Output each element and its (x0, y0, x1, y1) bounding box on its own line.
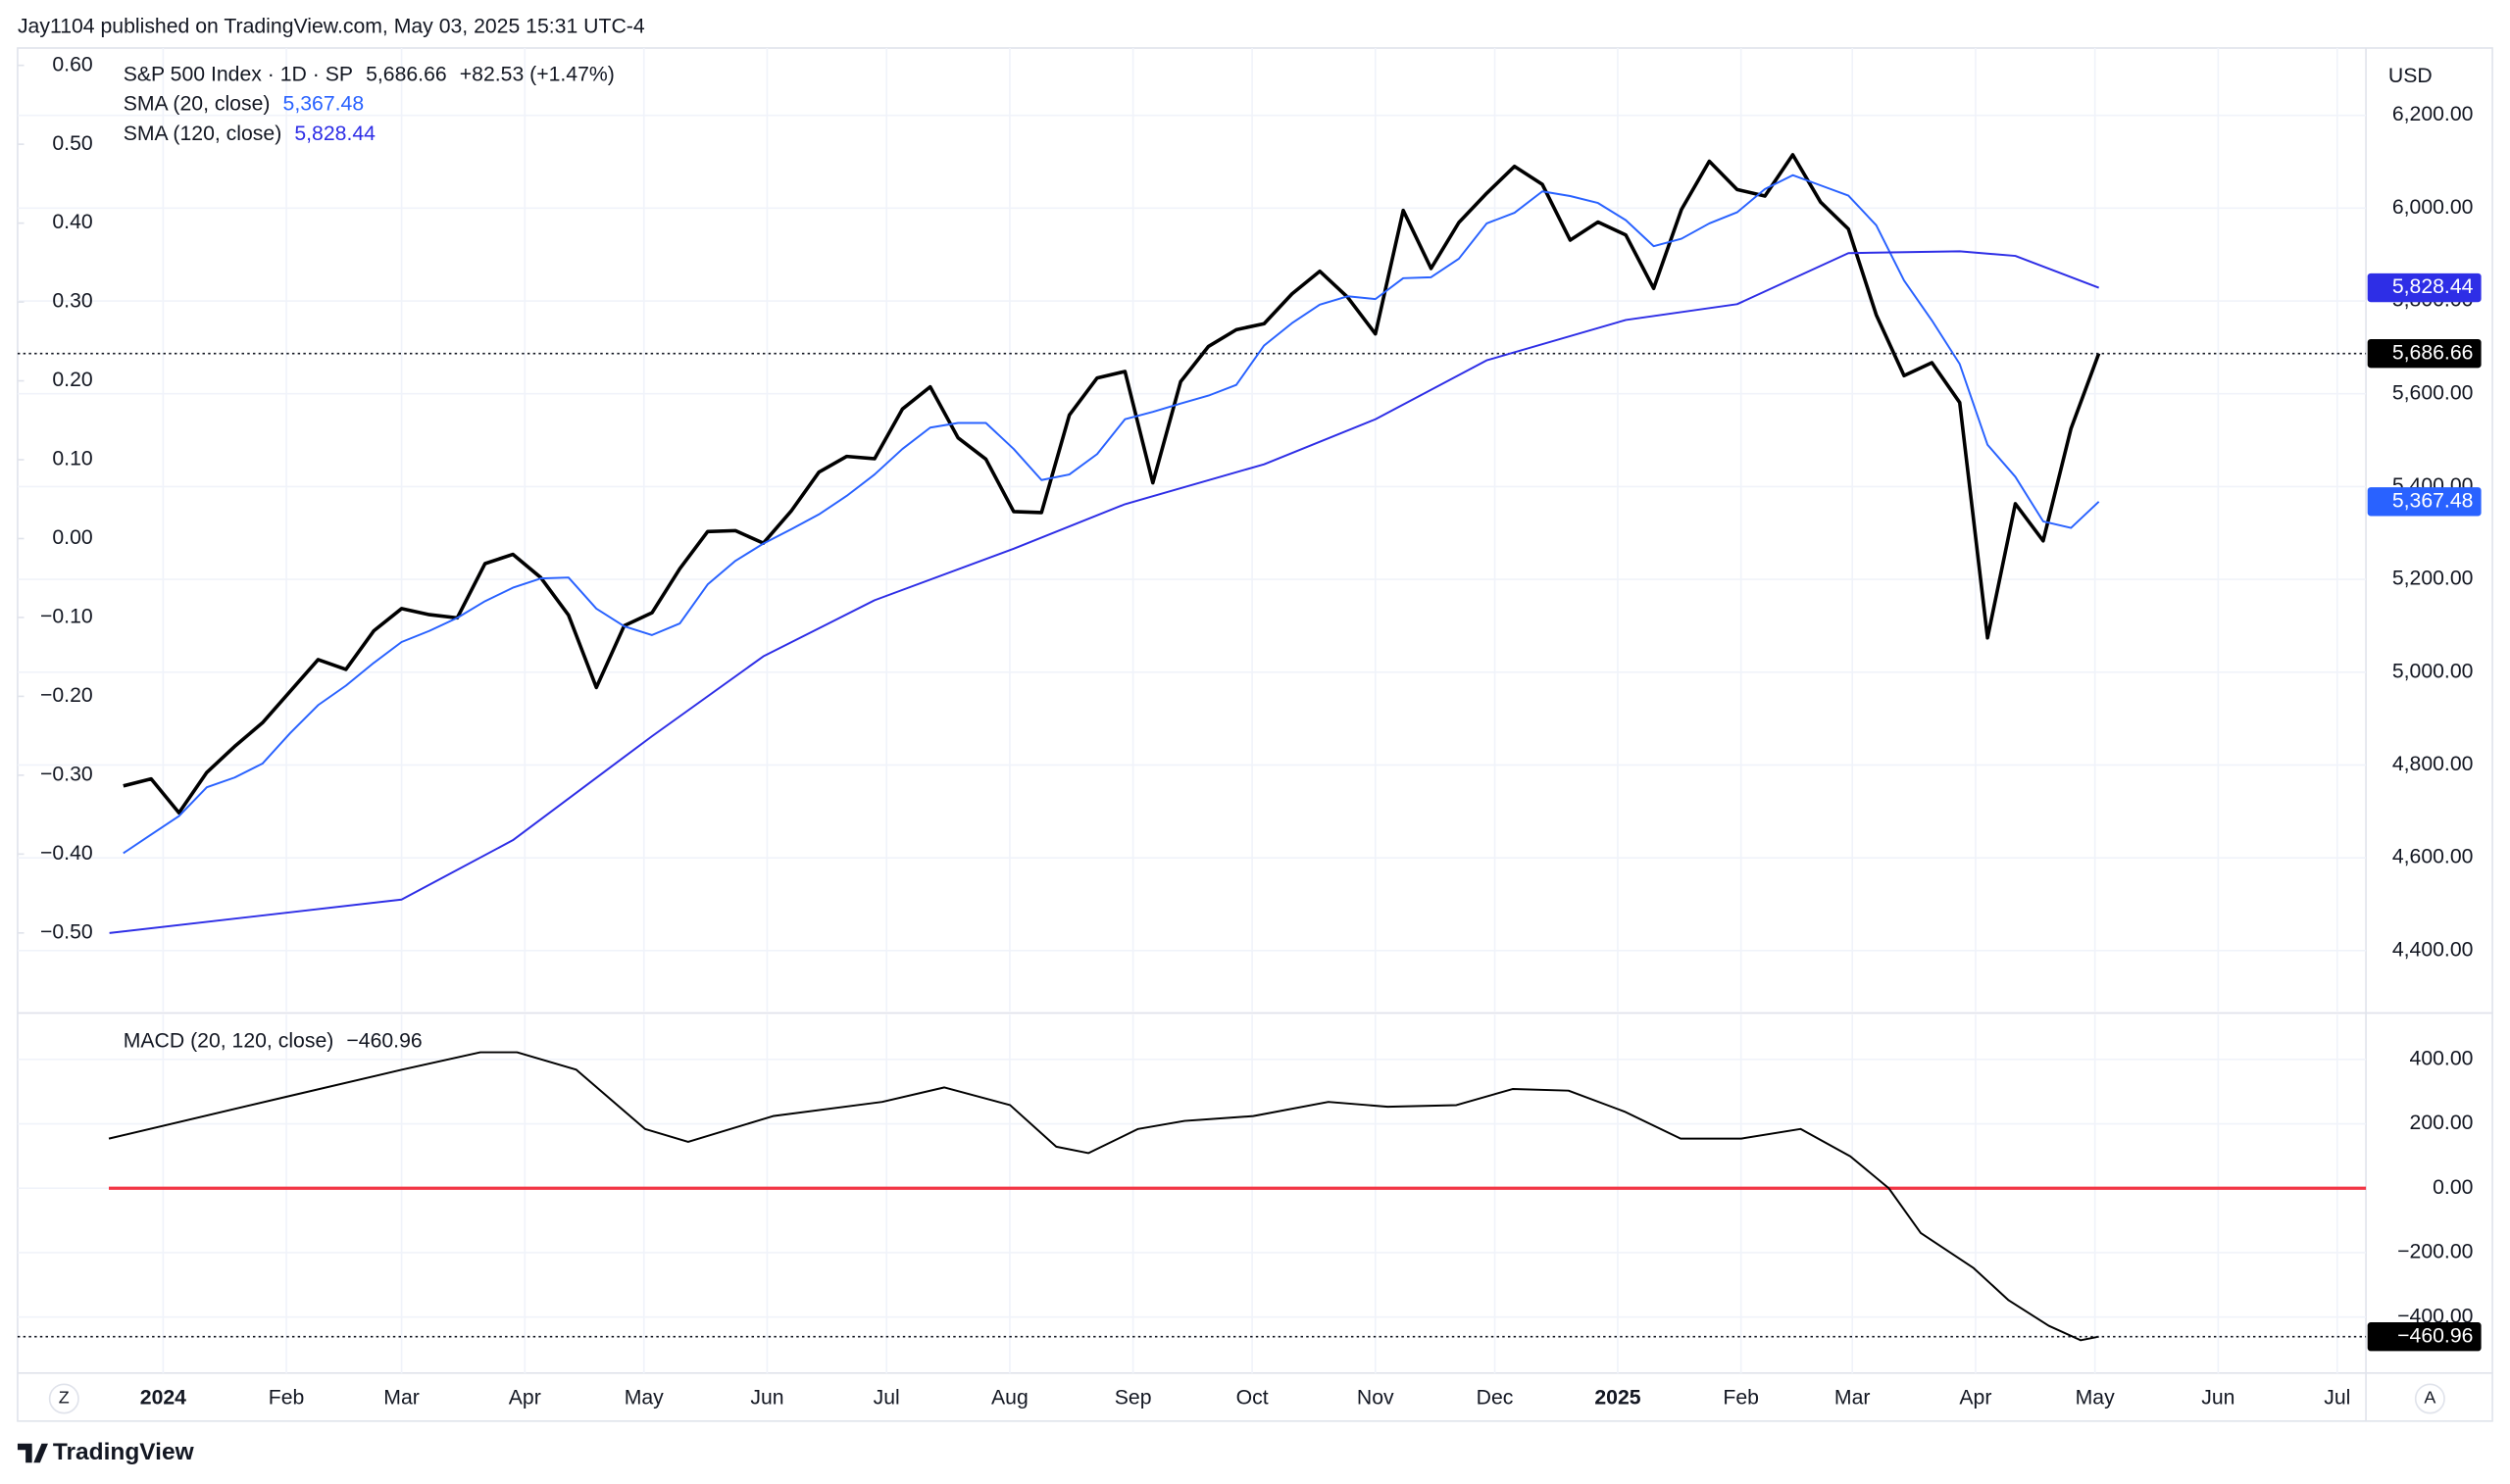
y2-tick-label: 0.10 (52, 448, 92, 470)
auto-button[interactable] (2414, 1383, 2445, 1414)
x-tick-label: Oct (1236, 1387, 1269, 1410)
last-value-label: 5,828.44 (2392, 275, 2474, 298)
brand-logo (17, 1443, 48, 1463)
x-tick-label: 2025 (1594, 1387, 1640, 1410)
labels: 2024 Feb Mar Apr May Jun Jul Aug Sep Oct Nov Dec 202… (40, 53, 2482, 1410)
last-value-label: 5,686.66 (2392, 341, 2474, 364)
x-tick-label: Mar (1834, 1387, 1871, 1410)
x-tick-label: Jun (2201, 1387, 2234, 1410)
x-tick-label: Aug (991, 1387, 1029, 1410)
x-tick-label: Jul (2324, 1387, 2350, 1410)
x-tick-label: May (2076, 1387, 2115, 1410)
y-tick-label: 400.00 (2410, 1047, 2474, 1069)
last-value-badge (2367, 338, 2482, 369)
x-tick-label: Dec (1477, 1387, 1514, 1410)
y-tick-label: 6,200.00 (2392, 103, 2474, 125)
scale-button[interactable] (48, 1383, 79, 1414)
y-tick-label: −200.00 (2397, 1241, 2473, 1263)
y-tick-label: 200.00 (2410, 1112, 2474, 1134)
publish-note: Jay1104 published on TradingView.com, Ma… (18, 15, 645, 37)
x-tick-label: Feb (269, 1387, 305, 1410)
y-tick-label: −400.00 (2397, 1305, 2473, 1327)
legend-name: SMA (20, close) (124, 93, 271, 116)
x-tick-label: Jul (874, 1387, 900, 1410)
y2-tick-label: 0.30 (52, 290, 92, 313)
x-tick-label: Feb (1723, 1387, 1759, 1410)
last-value-label: −460.96 (2397, 1324, 2473, 1347)
auto-button-label[interactable]: A (2424, 1388, 2435, 1408)
x-tick-label: 2024 (140, 1387, 186, 1410)
legend-value: 5,686.66 (366, 63, 447, 85)
frame (17, 47, 2493, 1422)
x-tick-label: Apr (509, 1387, 541, 1410)
plot (17, 153, 2367, 1342)
y2-tick-label: 0.50 (52, 132, 92, 155)
y2-tick-label: 0.40 (52, 211, 92, 233)
y2-tick-label: 0.60 (52, 53, 92, 75)
y-tick-label: 4,600.00 (2392, 846, 2474, 868)
last-value-badge (2367, 1322, 2482, 1352)
legend-value: 5,828.44 (294, 123, 376, 145)
y2-tick-label: −0.30 (40, 763, 93, 785)
legend-name: S&P 500 Index · 1D · SP (124, 63, 353, 85)
y2-tick-label: −0.40 (40, 842, 93, 865)
y-tick-label: 5,200.00 (2392, 568, 2474, 590)
legend-change: +82.53 (+1.47%) (460, 63, 615, 85)
x-tick-label: Mar (383, 1387, 420, 1410)
series-line (109, 250, 2099, 934)
y-tick-label: 5,000.00 (2392, 660, 2474, 682)
x-tick-label: Sep (1115, 1387, 1152, 1410)
x-tick-label: Nov (1357, 1387, 1394, 1410)
x-tick-label: Jun (750, 1387, 783, 1410)
y-tick-label: 6,000.00 (2392, 196, 2474, 219)
series-line (123, 173, 2100, 855)
y-tick-label: 0.00 (2433, 1176, 2473, 1199)
brand-name: TradingView (53, 1439, 195, 1465)
legend-value: 5,367.48 (283, 93, 365, 116)
legend-value: −460.96 (346, 1029, 422, 1052)
y2-tick-label: −0.20 (40, 684, 93, 707)
y-tick-label: 4,400.00 (2392, 938, 2474, 961)
last-value-badge (2367, 487, 2482, 517)
currency: USD (2388, 65, 2433, 87)
last-value-label: 5,367.48 (2392, 489, 2474, 512)
y2-tick-label: −0.50 (40, 920, 93, 943)
brand: TradingView (17, 1439, 195, 1465)
scale-button-label[interactable]: Z (59, 1388, 70, 1408)
series-line (108, 1051, 2099, 1342)
y2-tick-label: 0.00 (52, 526, 92, 549)
last-value-badge (2367, 272, 2482, 303)
legend-name: SMA (120, close) (124, 123, 282, 145)
x-tick-label: Apr (1959, 1387, 1991, 1410)
y-tick-label: 4,800.00 (2392, 753, 2474, 775)
y2-tick-label: −0.10 (40, 606, 93, 628)
y2-tick-label: 0.20 (52, 369, 92, 391)
y-tick-label: 5,600.00 (2392, 381, 2474, 404)
x-tick-label: May (625, 1387, 664, 1410)
legend-name: MACD (20, 120, close) (124, 1029, 334, 1052)
series-line (123, 153, 2101, 816)
